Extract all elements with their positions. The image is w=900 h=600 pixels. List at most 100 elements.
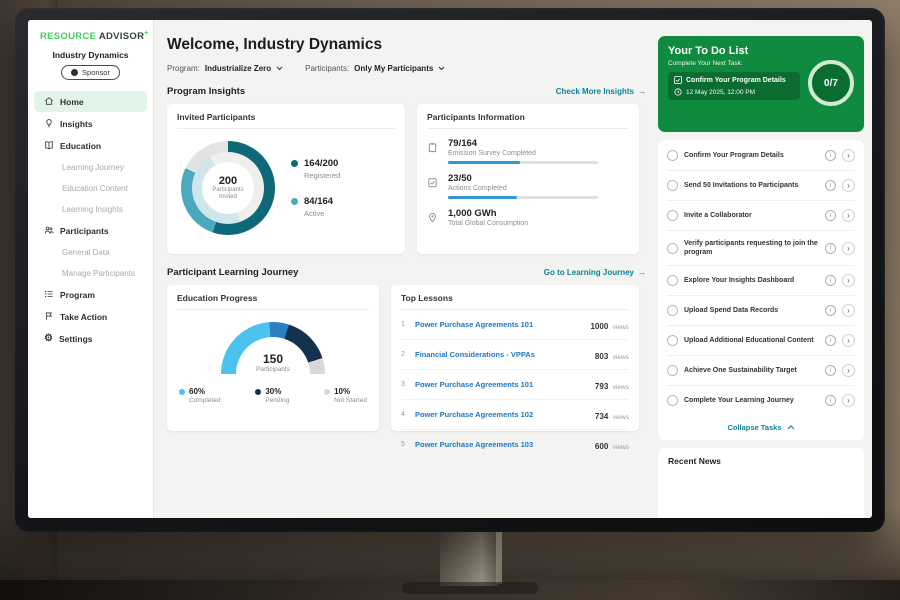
top-lessons-card: Top Lessons 1 Power Purchase Agreements …: [391, 285, 639, 451]
task-row[interactable]: Confirm Your Program Details i ›: [667, 141, 855, 171]
gauge-center-value: 150: [262, 352, 284, 366]
task-row[interactable]: Achieve One Sustainability Target i ›: [667, 356, 855, 387]
task-checkbox[interactable]: [667, 305, 678, 317]
sidebar-item-take-action[interactable]: Take Action: [34, 306, 147, 327]
check-more-insights-link[interactable]: Check More Insights →: [556, 87, 646, 96]
sponsor-label: Sponsor: [82, 68, 110, 78]
participants-information-card: Participants Information 79/164 Emission…: [417, 104, 639, 254]
info-icon[interactable]: i: [825, 365, 836, 377]
chevron-right-icon[interactable]: ›: [842, 179, 855, 192]
card-title: Participants Information: [427, 112, 629, 129]
take-action-icon: [44, 311, 54, 323]
task-checkbox[interactable]: [667, 210, 678, 221]
donut-legend: 164/200 Registered 84/164 Active: [291, 158, 340, 218]
lesson-views-value: 1000: [590, 321, 609, 331]
org-block: Industry Dynamics Sponsor: [28, 50, 153, 81]
sponsor-badge[interactable]: Sponsor: [61, 65, 120, 81]
chevron-right-icon[interactable]: ›: [842, 274, 855, 288]
program-insights-header: Program Insights Check More Insights →: [167, 86, 646, 97]
lesson-link[interactable]: Power Purchase Agreements 101: [415, 320, 534, 329]
go-to-learning-journey-link[interactable]: Go to Learning Journey →: [544, 268, 646, 277]
sidebar-item-label: Settings: [58, 333, 93, 344]
task-checkbox[interactable]: [667, 365, 678, 377]
arrow-right-icon: →: [638, 87, 646, 96]
task-label: Complete Your Learning Journey: [684, 397, 794, 405]
participants-select[interactable]: Only My Participants: [354, 64, 445, 73]
next-task-chip[interactable]: Confirm Your Program Details 12 May 2025…: [668, 72, 800, 100]
lesson-link[interactable]: Power Purchase Agreements 102: [415, 410, 534, 419]
chevron-right-icon[interactable]: ›: [842, 364, 855, 378]
task-checkbox[interactable]: [667, 395, 678, 407]
chevron-right-icon[interactable]: ›: [842, 304, 855, 318]
info-icon[interactable]: i: [825, 395, 836, 407]
sidebar-item-label: Program: [60, 289, 95, 300]
lesson-rank: 1: [401, 321, 405, 328]
task-row[interactable]: Send 50 Invitations to Participants i ›: [667, 171, 855, 201]
info-icon[interactable]: i: [825, 150, 836, 161]
sidebar-item-program[interactable]: Program: [34, 284, 147, 305]
task-checkbox[interactable]: [667, 242, 678, 254]
task-row[interactable]: Verify participants requesting to join t…: [667, 231, 855, 267]
task-checkbox[interactable]: [667, 180, 678, 191]
sponsor-icon: [71, 69, 79, 77]
collapse-tasks-button[interactable]: Collapse Tasks: [667, 415, 855, 439]
sidebar-nav: Home Insights Education Learning Journey…: [28, 91, 153, 349]
lesson-link[interactable]: Power Purchase Agreements 101: [415, 380, 534, 389]
sidebar-item-manage-participants[interactable]: Manage Participants: [62, 268, 135, 278]
chevron-right-icon[interactable]: ›: [842, 334, 855, 348]
gauge-chart-area: 150 Participants: [177, 322, 369, 374]
info-icon[interactable]: i: [825, 305, 836, 317]
clock-icon: [674, 88, 682, 96]
chevron-right-icon[interactable]: ›: [842, 209, 855, 222]
education-icon: [44, 140, 54, 152]
next-task-label: Confirm Your Program Details: [686, 76, 786, 84]
task-label: Explore Your Insights Dashboard: [684, 277, 795, 285]
info-icon[interactable]: i: [825, 180, 836, 191]
lesson-views-unit: views: [612, 443, 629, 451]
legend-value: 30%: [265, 387, 282, 396]
sidebar-item-settings[interactable]: ⚙ Settings: [34, 328, 147, 349]
task-checkbox[interactable]: [667, 150, 678, 161]
chevron-down-icon: [276, 66, 283, 71]
sidebar-item-general-data[interactable]: General Data: [62, 247, 110, 257]
sidebar-item-label: Take Action: [60, 311, 108, 322]
task-label: Confirm Your Program Details: [684, 151, 784, 159]
monitor-stand-shadow: [402, 582, 538, 594]
sidebar-item-learning-insights[interactable]: Learning Insights: [62, 204, 123, 214]
task-row[interactable]: Invite a Collaborator i ›: [667, 201, 855, 231]
sidebar-item-learning-journey[interactable]: Learning Journey: [62, 162, 124, 172]
lesson-link[interactable]: Power Purchase Agreements 103: [415, 440, 534, 449]
task-row[interactable]: Upload Additional Educational Content i …: [667, 326, 855, 357]
task-checkbox[interactable]: [667, 335, 678, 347]
info-icon[interactable]: i: [825, 335, 836, 347]
progress-bar: [448, 161, 598, 164]
task-row[interactable]: Complete Your Learning Journey i ›: [667, 386, 855, 415]
lesson-views-value: 803: [594, 351, 609, 361]
program-select-group: Program: Industrialize Zero: [167, 64, 283, 73]
info-icon[interactable]: i: [825, 275, 836, 287]
legend-dot: [291, 160, 298, 167]
sidebar-item-education[interactable]: Education: [34, 135, 147, 156]
chevron-right-icon[interactable]: ›: [842, 149, 855, 162]
task-row[interactable]: Explore Your Insights Dashboard i ›: [667, 266, 855, 297]
chevron-right-icon[interactable]: ›: [842, 241, 855, 255]
task-row[interactable]: Upload Spend Data Records i ›: [667, 296, 855, 327]
info-icon[interactable]: i: [825, 210, 836, 221]
participants-icon: [44, 225, 54, 237]
sidebar-item-education-content[interactable]: Education Content: [62, 183, 128, 193]
chevron-right-icon[interactable]: ›: [842, 394, 855, 408]
legend-item-pending: 30% Pending: [255, 387, 289, 404]
card-title: Education Progress: [177, 293, 369, 310]
gauge-center-label: Participants: [256, 366, 290, 373]
legend-dot: [324, 389, 331, 395]
sidebar-item-home[interactable]: Home: [34, 91, 147, 113]
task-checkbox[interactable]: [667, 275, 678, 287]
sidebar-item-insights[interactable]: Insights: [34, 113, 147, 134]
sidebar-item-participants[interactable]: Participants: [34, 220, 147, 241]
info-icon[interactable]: i: [825, 242, 836, 254]
lesson-link[interactable]: Financial Considerations - VPPAs: [415, 350, 535, 359]
education-progress-card: Education Progress 150 Participants: [167, 285, 379, 431]
lesson-views-value: 734: [594, 411, 609, 421]
program-select-value: Industrialize Zero: [204, 64, 272, 73]
program-select[interactable]: Industrialize Zero: [205, 64, 283, 73]
